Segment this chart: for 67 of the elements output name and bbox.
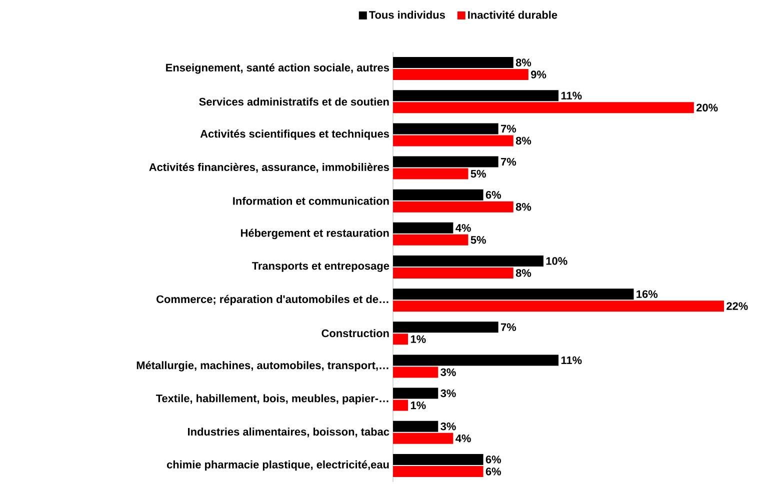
bar	[393, 454, 484, 465]
data-label: 8%	[516, 136, 532, 145]
y-tick-label: Hébergement et restauration	[241, 228, 389, 240]
bar	[393, 300, 724, 312]
data-label: 7%	[500, 323, 516, 331]
bar	[393, 400, 408, 411]
legend-label: Inactivité durable	[468, 10, 558, 19]
y-tick-label: Information et communication	[233, 196, 389, 205]
data-label: 8%	[516, 202, 532, 211]
data-label: 5%	[470, 170, 486, 178]
y-tick-label: chimie pharmacie plastique, electricité,eau	[166, 460, 389, 471]
data-label: 6%	[486, 190, 502, 199]
bar	[393, 366, 438, 378]
y-tick-label: Construction	[322, 329, 389, 338]
bar	[393, 234, 468, 246]
bar	[393, 90, 559, 102]
data-label: 7%	[500, 158, 516, 166]
bar	[393, 201, 514, 212]
data-label: 7%	[500, 124, 516, 133]
y-tick-label: Transports et entreposage	[252, 262, 390, 272]
bar	[393, 57, 514, 68]
y-tick-label: Activités scientifiques et techniques	[200, 130, 390, 140]
data-label: 3%	[440, 422, 456, 430]
bar	[393, 168, 468, 180]
bar	[393, 466, 484, 477]
y-tick-label: Services administratifs et de soutien	[199, 98, 389, 106]
bar	[393, 420, 438, 432]
data-label: 4%	[456, 224, 471, 232]
data-label: 11%	[561, 356, 582, 364]
bar	[393, 255, 544, 266]
bar	[393, 69, 528, 80]
data-label: 9%	[530, 70, 546, 78]
y-tick-label: Commerce; réparation d'automobiles et de…	[156, 294, 388, 306]
bar	[393, 102, 694, 114]
bar	[393, 268, 514, 278]
data-label: 3%	[440, 389, 456, 398]
bar	[393, 334, 408, 345]
bar	[393, 432, 454, 444]
bar	[393, 354, 559, 366]
y-tick-label: Enseignement, santé action sociale, autres	[166, 63, 390, 74]
bar	[393, 189, 484, 200]
data-label: 4%	[456, 434, 471, 442]
data-label: 1%	[410, 401, 426, 410]
legend-label: Tous individus	[369, 10, 445, 19]
data-label: 8%	[516, 269, 532, 277]
bar	[393, 322, 498, 333]
bar	[393, 135, 514, 146]
y-tick-label: Activités financières, assurance, immobilières	[149, 162, 390, 173]
bar	[393, 288, 634, 300]
data-label: 20%	[696, 104, 718, 112]
data-label: 10%	[546, 257, 568, 265]
data-label: 3%	[440, 368, 456, 376]
bar	[393, 156, 498, 168]
data-label: 8%	[516, 58, 532, 66]
data-label: 5%	[470, 236, 486, 244]
data-label: 6%	[486, 468, 502, 476]
y-tick-label: Métallurgie, machines, automobiles, transport,…	[136, 361, 388, 372]
data-label: 16%	[636, 290, 658, 298]
data-label: 1%	[410, 335, 426, 343]
data-label: 11%	[561, 92, 582, 100]
y-tick-label: Textile, habillement, bois, meubles, papier-…	[156, 394, 388, 404]
bar	[393, 222, 454, 234]
bar	[393, 388, 438, 399]
y-tick-label: Industries alimentaires, boisson, tabac	[188, 428, 390, 438]
data-label: 22%	[726, 302, 748, 310]
data-label: 6%	[486, 456, 502, 464]
bar	[393, 123, 498, 134]
